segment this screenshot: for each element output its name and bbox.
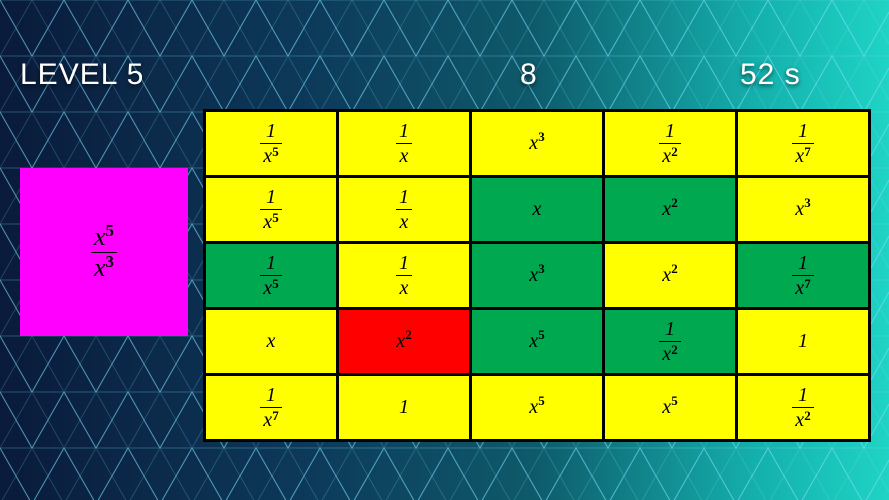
answer-grid: 1x51xx31x21x71x51xxx2x31x51xx3x21x7xx2x5… — [203, 109, 871, 442]
score-value: 8 — [520, 58, 538, 92]
timer-value: 52 s — [740, 58, 801, 92]
grid-cell[interactable]: 1x7 — [738, 244, 868, 307]
grid-cell[interactable]: 1x2 — [605, 310, 735, 373]
grid-cell[interactable]: x3 — [738, 178, 868, 241]
grid-cell[interactable]: 1x2 — [605, 112, 735, 175]
grid-cell[interactable]: x — [206, 310, 336, 373]
grid-cell[interactable]: x3 — [472, 112, 602, 175]
grid-cell[interactable]: 1x — [339, 112, 469, 175]
grid-cell[interactable]: 1x7 — [206, 376, 336, 439]
grid-cell[interactable]: 1 — [339, 376, 469, 439]
grid-cell[interactable]: x — [472, 178, 602, 241]
grid-cell[interactable]: 1x — [339, 244, 469, 307]
grid-cell[interactable]: x5 — [472, 310, 602, 373]
grid-cell[interactable]: 1x2 — [738, 376, 868, 439]
grid-cell[interactable]: x3 — [472, 244, 602, 307]
grid-cell[interactable]: 1x — [339, 178, 469, 241]
grid-cell[interactable]: 1x5 — [206, 112, 336, 175]
grid-cell[interactable]: 1 — [738, 310, 868, 373]
header-bar: LEVEL 5 8 52 s — [0, 0, 889, 95]
level-label: LEVEL 5 — [20, 58, 144, 92]
grid-cell[interactable]: x2 — [605, 178, 735, 241]
prompt-card: x5x3 — [20, 168, 188, 336]
grid-cell[interactable]: 1x5 — [206, 178, 336, 241]
grid-cell[interactable]: x5 — [605, 376, 735, 439]
grid-cell[interactable]: x2 — [605, 244, 735, 307]
grid-cell[interactable]: 1x5 — [206, 244, 336, 307]
grid-cell[interactable]: x2 — [339, 310, 469, 373]
grid-cell[interactable]: 1x7 — [738, 112, 868, 175]
grid-cell[interactable]: x5 — [472, 376, 602, 439]
